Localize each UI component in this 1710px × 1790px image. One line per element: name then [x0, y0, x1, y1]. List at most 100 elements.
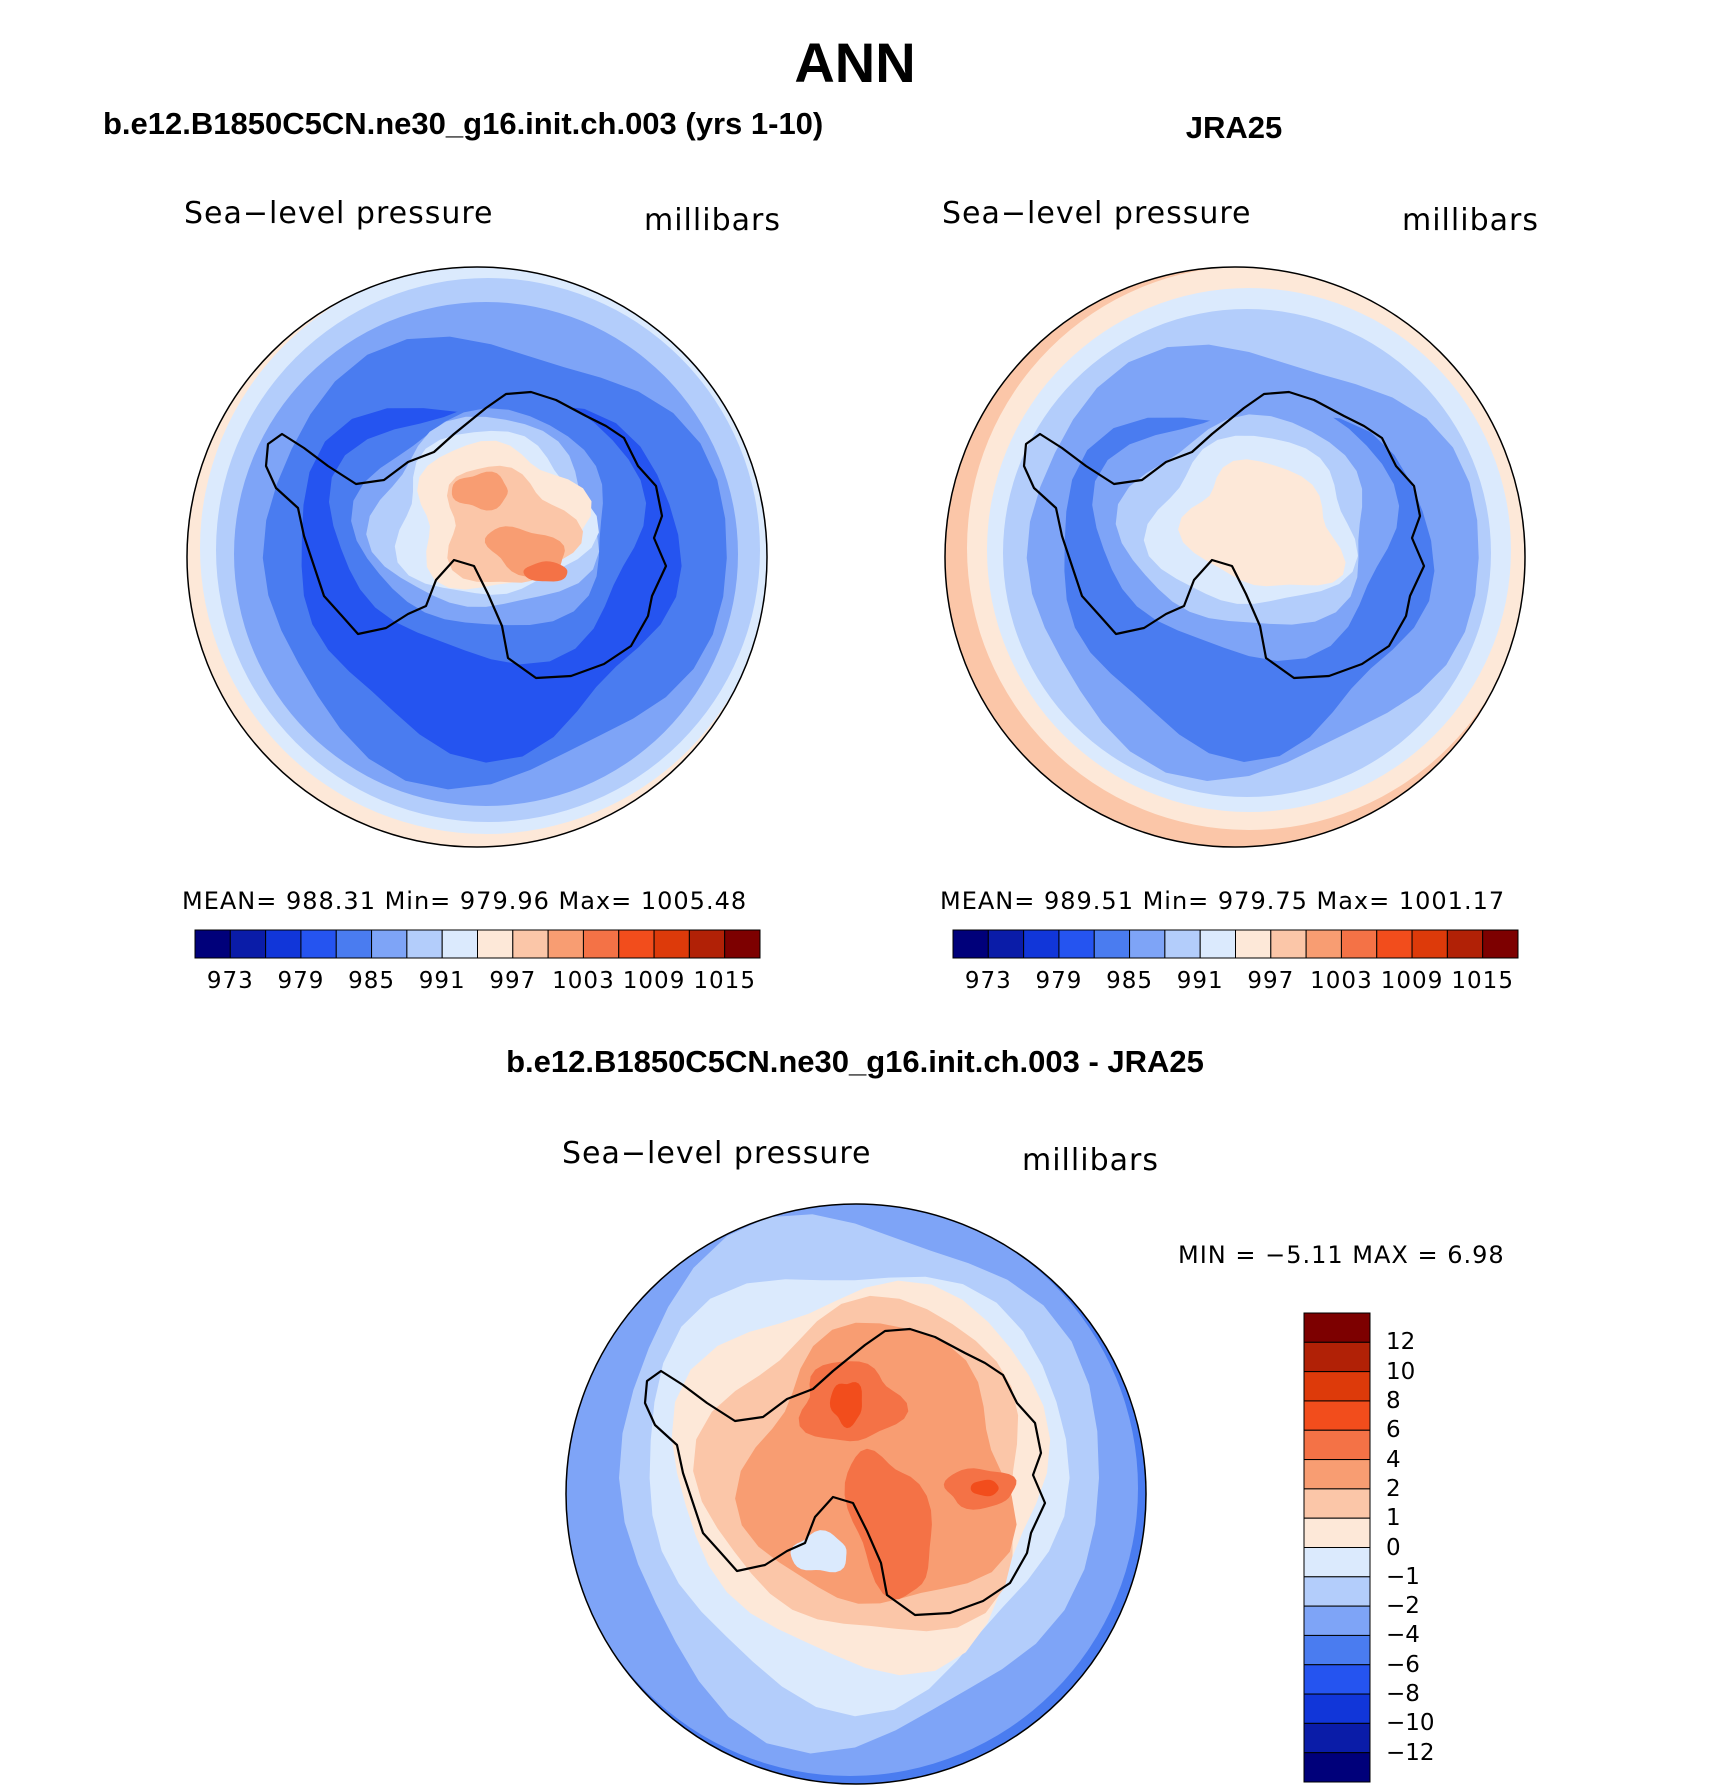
- obs-units-label: millibars: [1402, 203, 1539, 238]
- colorbar-tick-label: 973: [964, 968, 1012, 994]
- colorbar-box: [1303, 1605, 1371, 1636]
- diff-colorbar: [1303, 1312, 1371, 1783]
- colorbar-box: [1270, 929, 1307, 959]
- colorbar-box: [1303, 1341, 1371, 1373]
- colorbar-box: [512, 929, 549, 959]
- contour-fill: [187, 267, 767, 847]
- map-boundary: [944, 266, 1526, 848]
- colorbar-tick-label: 997: [1247, 968, 1295, 994]
- colorbar-tick-label: 6: [1386, 1417, 1401, 1444]
- colorbar-box: [582, 929, 620, 959]
- colorbar-box: [1093, 929, 1131, 959]
- colorbar-box: [265, 929, 302, 959]
- colorbar-box: [547, 929, 584, 959]
- colorbar-box: [1303, 1664, 1371, 1695]
- model-map: [186, 266, 768, 848]
- colorbar-box: [300, 929, 337, 959]
- colorbar-box: [371, 929, 408, 959]
- diff-stats: MIN = −5.11 MAX = 6.98: [1178, 1241, 1505, 1269]
- antarctica-coastline: [1022, 390, 1426, 680]
- obs-map: [944, 266, 1526, 848]
- colorbar-tick-label: 991: [418, 968, 466, 994]
- colorbar-box: [1303, 1488, 1371, 1519]
- diff-units-label: millibars: [1022, 1143, 1159, 1178]
- colorbar-tick-label: 1009: [622, 968, 686, 994]
- contour-band: [790, 1530, 847, 1573]
- colorbar-box: [1303, 1312, 1371, 1343]
- model-case-title: b.e12.B1850C5CN.ne30_g16.init.ch.003 (yr…: [103, 106, 824, 141]
- colorbar-box: [618, 929, 655, 959]
- colorbar-box: [952, 929, 989, 959]
- colorbar-tick-label: 1: [1386, 1505, 1401, 1532]
- colorbar-box: [1303, 1371, 1371, 1402]
- colorbar-box: [724, 929, 761, 959]
- colorbar-tick-label: −10: [1386, 1710, 1435, 1737]
- colorbar-box: [1023, 929, 1060, 959]
- colorbar-box: [194, 929, 231, 959]
- colorbar-tick-label: 0: [1386, 1534, 1401, 1561]
- model-variable-label: Sea−level pressure: [184, 196, 494, 231]
- colorbar-tick-label: 985: [1106, 968, 1154, 994]
- model-units-label: millibars: [644, 203, 781, 238]
- contour-band: [829, 1382, 862, 1429]
- colorbar-box: [1482, 929, 1519, 959]
- colorbar-box: [688, 929, 726, 959]
- diff-colorbar-ticks: 12 10 8 6 4 2 1 0 −1 −2 −4 −6 −8 −10 −12: [1386, 1313, 1506, 1782]
- colorbar-box: [229, 929, 267, 959]
- colorbar-tick-label: 979: [277, 968, 325, 994]
- colorbar-tick-label: 8: [1386, 1387, 1401, 1414]
- contour-band: [523, 561, 568, 582]
- colorbar-tick-label: −12: [1386, 1739, 1435, 1766]
- contour-band: [451, 471, 508, 511]
- contour-band: [1178, 459, 1346, 587]
- colorbar-box: [406, 929, 443, 959]
- colorbar-box: [1303, 1400, 1371, 1431]
- colorbar-box: [335, 929, 373, 959]
- colorbar-box: [1164, 929, 1201, 959]
- colorbar-box: [1340, 929, 1378, 959]
- colorbar-box: [1376, 929, 1413, 959]
- contour-band: [844, 1448, 932, 1600]
- colorbar-tick-label: 2: [1386, 1475, 1401, 1502]
- colorbar-box: [1303, 1576, 1371, 1607]
- colorbar-tick-label: −8: [1386, 1681, 1420, 1708]
- obs-variable-label: Sea−level pressure: [942, 196, 1252, 231]
- colorbar-box: [441, 929, 478, 959]
- colorbar-tick-label: 991: [1176, 968, 1224, 994]
- colorbar-tick-label: 1003: [1310, 968, 1373, 994]
- colorbar-tick-label: 979: [1035, 968, 1083, 994]
- colorbar-tick-label: −4: [1386, 1622, 1420, 1649]
- diff-map: [565, 1203, 1147, 1785]
- colorbar-tick-label: −2: [1386, 1593, 1420, 1620]
- colorbar-box: [1303, 1547, 1371, 1578]
- contour-band: [970, 1479, 999, 1497]
- obs-colorbar-ticks: 973 979 985 991 997 1003 1009 1015: [953, 968, 1518, 998]
- obs-colorbar: [952, 929, 1519, 959]
- model-stats: MEAN= 988.31 Min= 979.96 Max= 1005.48: [182, 887, 748, 915]
- map-boundary: [565, 1203, 1147, 1785]
- diff-case-title: b.e12.B1850C5CN.ne30_g16.init.ch.003 - J…: [506, 1044, 1204, 1079]
- colorbar-tick-label: 985: [348, 968, 396, 994]
- antarctica-coastline: [643, 1327, 1047, 1617]
- colorbar-tick-label: 12: [1386, 1329, 1416, 1356]
- colorbar-tick-label: 1015: [1451, 968, 1514, 994]
- contour-fill: [945, 267, 1525, 847]
- colorbar-box: [1303, 1693, 1371, 1724]
- colorbar-box: [1303, 1722, 1371, 1754]
- model-colorbar: [194, 929, 761, 959]
- colorbar-tick-label: −1: [1386, 1563, 1420, 1590]
- colorbar-box: [1305, 929, 1342, 959]
- colorbar-box: [1129, 929, 1166, 959]
- antarctica-coastline: [264, 390, 668, 680]
- colorbar-tick-label: 10: [1386, 1358, 1416, 1385]
- colorbar-tick-label: 973: [206, 968, 254, 994]
- colorbar-box: [987, 929, 1025, 959]
- obs-case-title: JRA25: [1185, 110, 1283, 145]
- colorbar-box: [1411, 929, 1448, 959]
- colorbar-box: [1235, 929, 1272, 959]
- colorbar-box: [1303, 1752, 1371, 1783]
- colorbar-box: [653, 929, 690, 959]
- colorbar-box: [477, 929, 514, 959]
- colorbar-box: [1303, 1634, 1371, 1666]
- obs-stats: MEAN= 989.51 Min= 979.75 Max= 1001.17: [940, 887, 1506, 915]
